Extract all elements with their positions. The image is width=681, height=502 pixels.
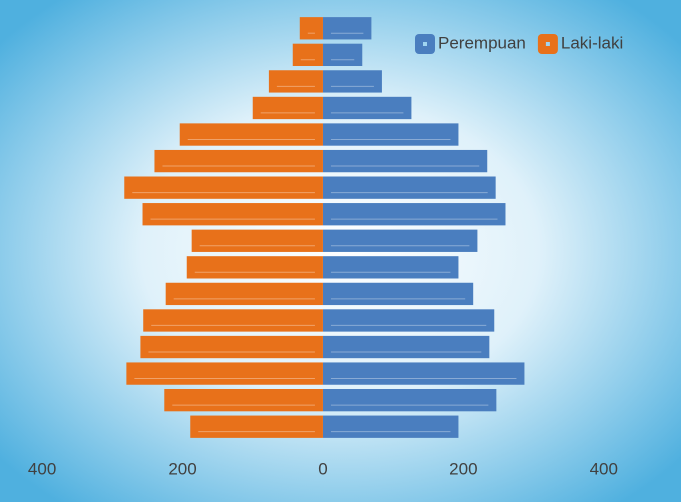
bar <box>322 123 459 146</box>
bar <box>126 362 323 385</box>
bar <box>322 282 474 306</box>
bar <box>322 362 525 385</box>
bar <box>154 149 323 173</box>
bar <box>292 43 323 66</box>
bar <box>140 335 323 359</box>
x-tick-label: 400 <box>28 459 56 478</box>
bar <box>179 123 323 146</box>
bar <box>322 335 490 359</box>
bar <box>268 70 323 93</box>
bar <box>142 203 323 226</box>
bar <box>322 229 478 252</box>
legend-swatch-dot <box>545 42 550 46</box>
bar <box>322 70 382 93</box>
bar <box>322 17 372 40</box>
legend-label: Laki-laki <box>561 33 623 52</box>
bar <box>322 389 497 412</box>
legend-label: Perempuan <box>438 33 526 52</box>
bar <box>322 43 363 66</box>
bar <box>186 256 323 279</box>
bar <box>165 282 323 306</box>
bar <box>191 229 323 252</box>
bar <box>124 176 323 199</box>
legend-swatch-dot <box>423 42 427 46</box>
bar <box>190 415 323 438</box>
bar <box>322 176 496 199</box>
bar <box>322 203 506 226</box>
bar <box>322 149 488 173</box>
bar <box>322 415 459 438</box>
x-tick-label: 400 <box>590 459 618 478</box>
bar <box>322 309 495 332</box>
bar <box>322 256 459 279</box>
bar <box>164 389 323 412</box>
x-tick-label: 200 <box>168 459 196 478</box>
bar <box>143 309 323 332</box>
x-tick-label: 200 <box>449 459 477 478</box>
bar <box>252 96 323 120</box>
bar <box>299 17 323 40</box>
x-tick-label: 0 <box>318 459 327 478</box>
bar <box>322 96 412 120</box>
